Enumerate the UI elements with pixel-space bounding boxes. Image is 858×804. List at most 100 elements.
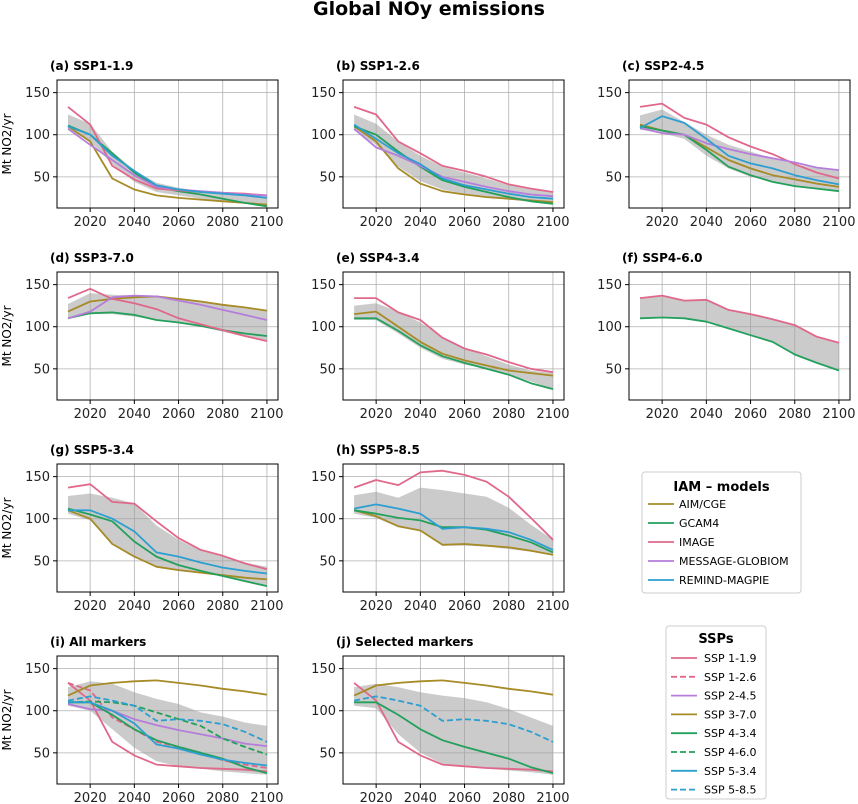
panel-title: (b) SSP1-2.6 <box>336 59 420 73</box>
range-band <box>640 109 839 192</box>
y-axis-label: Mt NO2/yr <box>0 305 14 366</box>
series-line-ssp-3-7-0 <box>353 679 554 697</box>
y-tick-label: 100 <box>25 704 50 719</box>
panel-title: (a) SSP1-1.9 <box>50 59 133 73</box>
series-line-image <box>67 483 268 571</box>
x-tick-label: 2060 <box>448 791 481 804</box>
panel-2: (b) SSP1-2.6 2020 2040 2060 2080 2100 50 100 150 <box>311 59 569 230</box>
panel-title: (g) SSP5-3.4 <box>50 443 134 457</box>
y-tick-label: 50 <box>319 362 336 377</box>
series-line-gcam4 <box>67 311 268 337</box>
x-tick-label: 2060 <box>162 215 195 230</box>
y-tick-label: 150 <box>25 662 50 677</box>
series-line-image <box>353 106 554 193</box>
series-line-gcam4 <box>353 125 554 205</box>
series-line-image <box>67 106 267 197</box>
x-tick-label: 2020 <box>74 215 107 230</box>
x-tick-label: 2040 <box>404 215 437 230</box>
x-tick-label: 2040 <box>690 407 723 422</box>
legend-models: IAM – models AIM/CGE GCAM4 IMAGE MESSAGE-GLO… <box>641 471 802 594</box>
series-line-message-globiom <box>353 128 554 198</box>
y-tick-label: 150 <box>311 470 336 485</box>
x-tick-label: 2060 <box>448 599 481 614</box>
y-tick-label: 100 <box>597 320 622 335</box>
legend-entry: SSP 4-3.4 <box>704 727 757 740</box>
series-line-image <box>67 287 268 342</box>
x-tick-label: 2040 <box>690 215 723 230</box>
panel-3: (c) SSP2-4.5 2020 2040 2060 2080 2100 50 100 150 <box>597 59 855 230</box>
panel-1: (a) SSP1-1.9 2020 2040 2060 2080 2100 50 100 150… <box>0 59 283 230</box>
x-tick-label: 2080 <box>492 599 525 614</box>
y-axis-label: Mt NO2/yr <box>0 113 14 174</box>
series-line-aim-cge <box>353 509 554 556</box>
series-line-message-globiom <box>639 127 840 171</box>
y-tick-label: 100 <box>311 320 336 335</box>
x-tick-label: 2080 <box>492 407 525 422</box>
series-line-ssp-5-3-4 <box>68 701 268 767</box>
plot-frame <box>342 79 565 209</box>
x-tick-label: 2080 <box>206 599 239 614</box>
panel-9: (i) All markers 2020 2040 2060 2080 2100 50 100… <box>0 635 283 804</box>
x-tick-label: 2080 <box>492 215 525 230</box>
x-tick-label: 2100 <box>822 407 855 422</box>
y-tick-label: 150 <box>311 662 336 677</box>
panel-4: (d) SSP3-7.0 2020 2040 2060 2080 2100 50 100 150… <box>0 251 283 422</box>
x-tick-label: 2020 <box>360 407 393 422</box>
x-tick-label: 2100 <box>250 791 283 804</box>
legend-entry: SSP 4-6.0 <box>704 746 757 759</box>
y-tick-label: 50 <box>33 362 50 377</box>
panel-7: (g) SSP5-3.4 2020 2040 2060 2080 2100 50 100 150… <box>0 443 283 614</box>
y-tick-label: 150 <box>25 86 50 101</box>
x-tick-label: 2060 <box>162 407 195 422</box>
panel-10: (j) Selected markers 2020 2040 2060 2080 2100… <box>311 635 569 804</box>
series-line-image <box>353 469 554 541</box>
x-tick-label: 2060 <box>448 407 481 422</box>
series-line-remind-magpie <box>67 125 268 199</box>
x-tick-label: 2020 <box>360 791 393 804</box>
series-line-ssp-5-8-5 <box>67 695 268 743</box>
panel-title: (j) Selected markers <box>336 635 473 649</box>
panel-title: (h) SSP5-8.5 <box>336 443 420 457</box>
panel-title: (i) All markers <box>50 635 146 649</box>
series-line-ssp-4-3-4 <box>68 701 268 774</box>
x-tick-label: 2080 <box>778 215 811 230</box>
x-tick-label: 2040 <box>404 599 437 614</box>
range-band <box>354 683 553 775</box>
range-band <box>354 487 553 555</box>
x-tick-label: 2040 <box>404 407 437 422</box>
x-tick-label: 2100 <box>250 599 283 614</box>
legend-entry: SSP 5-8.5 <box>704 784 757 797</box>
plot-frame <box>56 655 279 785</box>
x-tick-label: 2020 <box>646 407 679 422</box>
x-tick-label: 2020 <box>74 599 107 614</box>
legend-entry: REMIND-MAGPIE <box>679 574 769 587</box>
series-line-aim-cge <box>67 125 267 206</box>
x-tick-label: 2040 <box>404 791 437 804</box>
y-tick-label: 150 <box>311 86 336 101</box>
panel-5: (e) SSP4-3.4 2020 2040 2060 2080 2100 50 100 150 <box>311 251 569 422</box>
legend-title: IAM – models <box>673 480 769 495</box>
x-tick-label: 2100 <box>250 407 283 422</box>
legend-entry: AIM/CGE <box>679 498 726 511</box>
x-tick-label: 2080 <box>492 791 525 804</box>
x-tick-label: 2080 <box>778 407 811 422</box>
range-band <box>68 493 267 587</box>
y-tick-label: 150 <box>25 470 50 485</box>
x-tick-label: 2060 <box>162 791 195 804</box>
range-band <box>68 114 267 206</box>
x-tick-label: 2100 <box>536 215 569 230</box>
plot-frame <box>342 655 565 785</box>
x-tick-label: 2020 <box>74 791 107 804</box>
legend-entry: GCAM4 <box>679 517 719 530</box>
y-tick-label: 50 <box>605 362 622 377</box>
plot-frame <box>342 463 565 593</box>
y-tick-label: 100 <box>25 320 50 335</box>
x-tick-label: 2040 <box>118 599 151 614</box>
panel-6: (f) SSP4-6.0 2020 2040 2060 2080 2100 50 100 150 <box>597 251 855 422</box>
x-tick-label: 2040 <box>118 215 151 230</box>
y-tick-label: 50 <box>33 554 50 569</box>
y-tick-label: 100 <box>597 128 622 143</box>
range-band <box>640 295 839 371</box>
legend-entry: SSP 1-1.9 <box>704 652 757 665</box>
